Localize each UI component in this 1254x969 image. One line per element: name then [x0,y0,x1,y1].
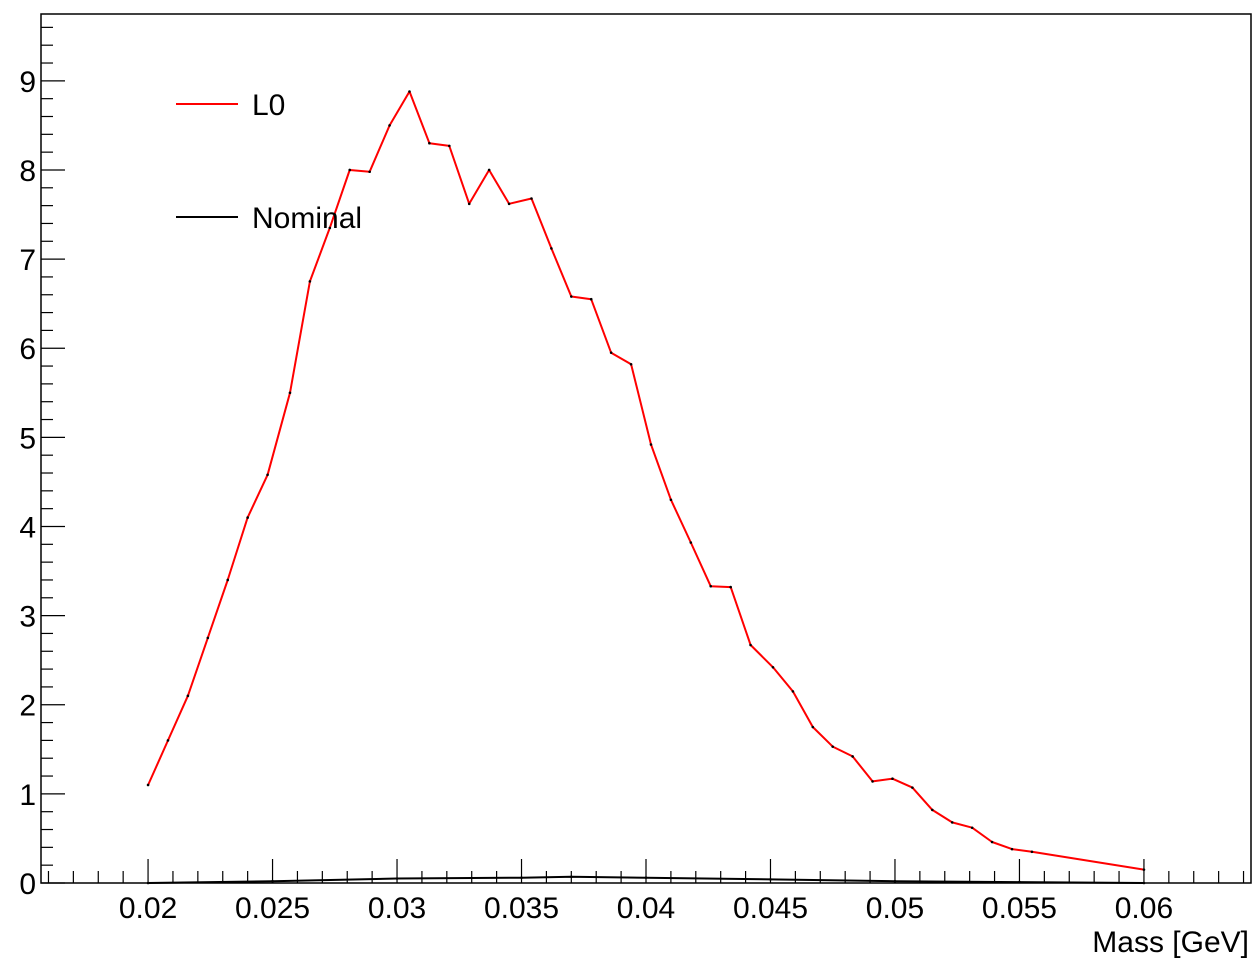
data-point-l0 [448,144,451,148]
y-tick-label: 5 [19,422,36,455]
series-line-nominal [148,875,1144,884]
y-tick-label: 2 [19,690,36,723]
data-point-l0 [709,584,713,588]
x-tick-label: 0.055 [982,892,1057,925]
data-point-l0 [206,636,210,640]
data-point-l0 [146,783,150,787]
data-point-l0 [990,840,994,844]
data-point-l0 [530,197,533,200]
data-point-l0 [288,391,292,395]
data-point-l0 [1142,868,1146,871]
data-point-l0 [507,202,511,206]
data-point-l0 [348,168,352,172]
data-point-l0 [408,90,411,93]
data-point-l0 [428,141,431,145]
data-point-nominal [769,878,772,881]
x-tick-label: 0.02 [119,892,177,925]
data-point-l0 [749,643,752,647]
y-tick-label: 7 [19,244,36,277]
data-point-l0 [487,168,491,172]
x-tick-label: 0.045 [733,892,808,925]
y-tick-label: 1 [19,779,36,812]
data-point-nominal [893,879,897,883]
data-point-l0 [186,694,190,698]
x-axis-ticks: 0.02 0.025 0.03 0.035 0.04 0.045 0.05 0.055 0.06 [47,859,1245,925]
data-point-l0 [1010,847,1014,851]
data-point-l0 [467,202,471,206]
data-point-nominal [570,875,573,879]
data-point-l0 [791,690,795,693]
legend-label-l0: L0 [252,89,285,122]
y-tick-label: 3 [19,601,36,634]
data-point-nominal [271,879,274,883]
data-point-l0 [729,585,732,589]
data-point-l0 [629,362,633,366]
x-tick-label: 0.03 [368,892,426,925]
y-axis-ticks: 0 1 2 3 4 5 6 7 8 9 [19,26,65,901]
legend: L0 Nominal [176,89,362,235]
series-layer [146,90,1146,885]
data-point-nominal [146,881,150,885]
y-tick-label: 8 [19,155,36,188]
plot-frame [40,13,1252,884]
data-point-l0 [891,777,894,781]
data-point-l0 [831,745,835,748]
data-point-l0 [851,755,854,758]
x-tick-label: 0.04 [617,892,675,925]
data-point-nominal [1142,881,1146,885]
series-line-l0 [147,90,1145,871]
y-tick-label: 6 [19,333,36,366]
data-point-l0 [970,826,974,830]
data-point-l0 [246,516,249,519]
data-point-l0 [266,473,269,477]
data-point-l0 [931,808,934,812]
x-tick-label: 0.025 [235,892,310,925]
legend-label-nominal: Nominal [252,202,362,235]
data-point-l0 [388,124,391,127]
data-point-l0 [950,821,954,824]
x-axis-title: Mass [GeV] [1092,926,1249,959]
data-point-l0 [771,666,775,669]
data-point-l0 [368,170,371,174]
data-point-nominal [395,877,399,880]
data-point-l0 [550,247,553,250]
data-point-l0 [609,351,613,354]
data-point-l0 [226,578,230,582]
y-tick-label: 0 [19,868,36,901]
data-point-l0 [649,443,653,446]
data-point-l0 [871,780,874,783]
data-point-l0 [689,541,693,544]
data-point-nominal [1018,880,1021,884]
y-tick-label: 9 [19,66,36,99]
data-point-nominal [644,876,648,879]
data-point-l0 [669,498,673,502]
data-point-l0 [328,226,332,230]
x-tick-label: 0.035 [484,892,559,925]
data-point-l0 [308,280,312,283]
data-point-l0 [589,297,593,301]
data-point-l0 [166,739,170,742]
data-point-l0 [911,786,914,789]
y-tick-label: 4 [19,511,36,544]
x-tick-label: 0.05 [866,892,924,925]
data-point-nominal [520,876,523,879]
data-point-l0 [811,725,815,729]
x-tick-label: 0.06 [1115,892,1173,925]
data-point-l0 [1030,850,1034,854]
data-point-l0 [570,295,573,298]
